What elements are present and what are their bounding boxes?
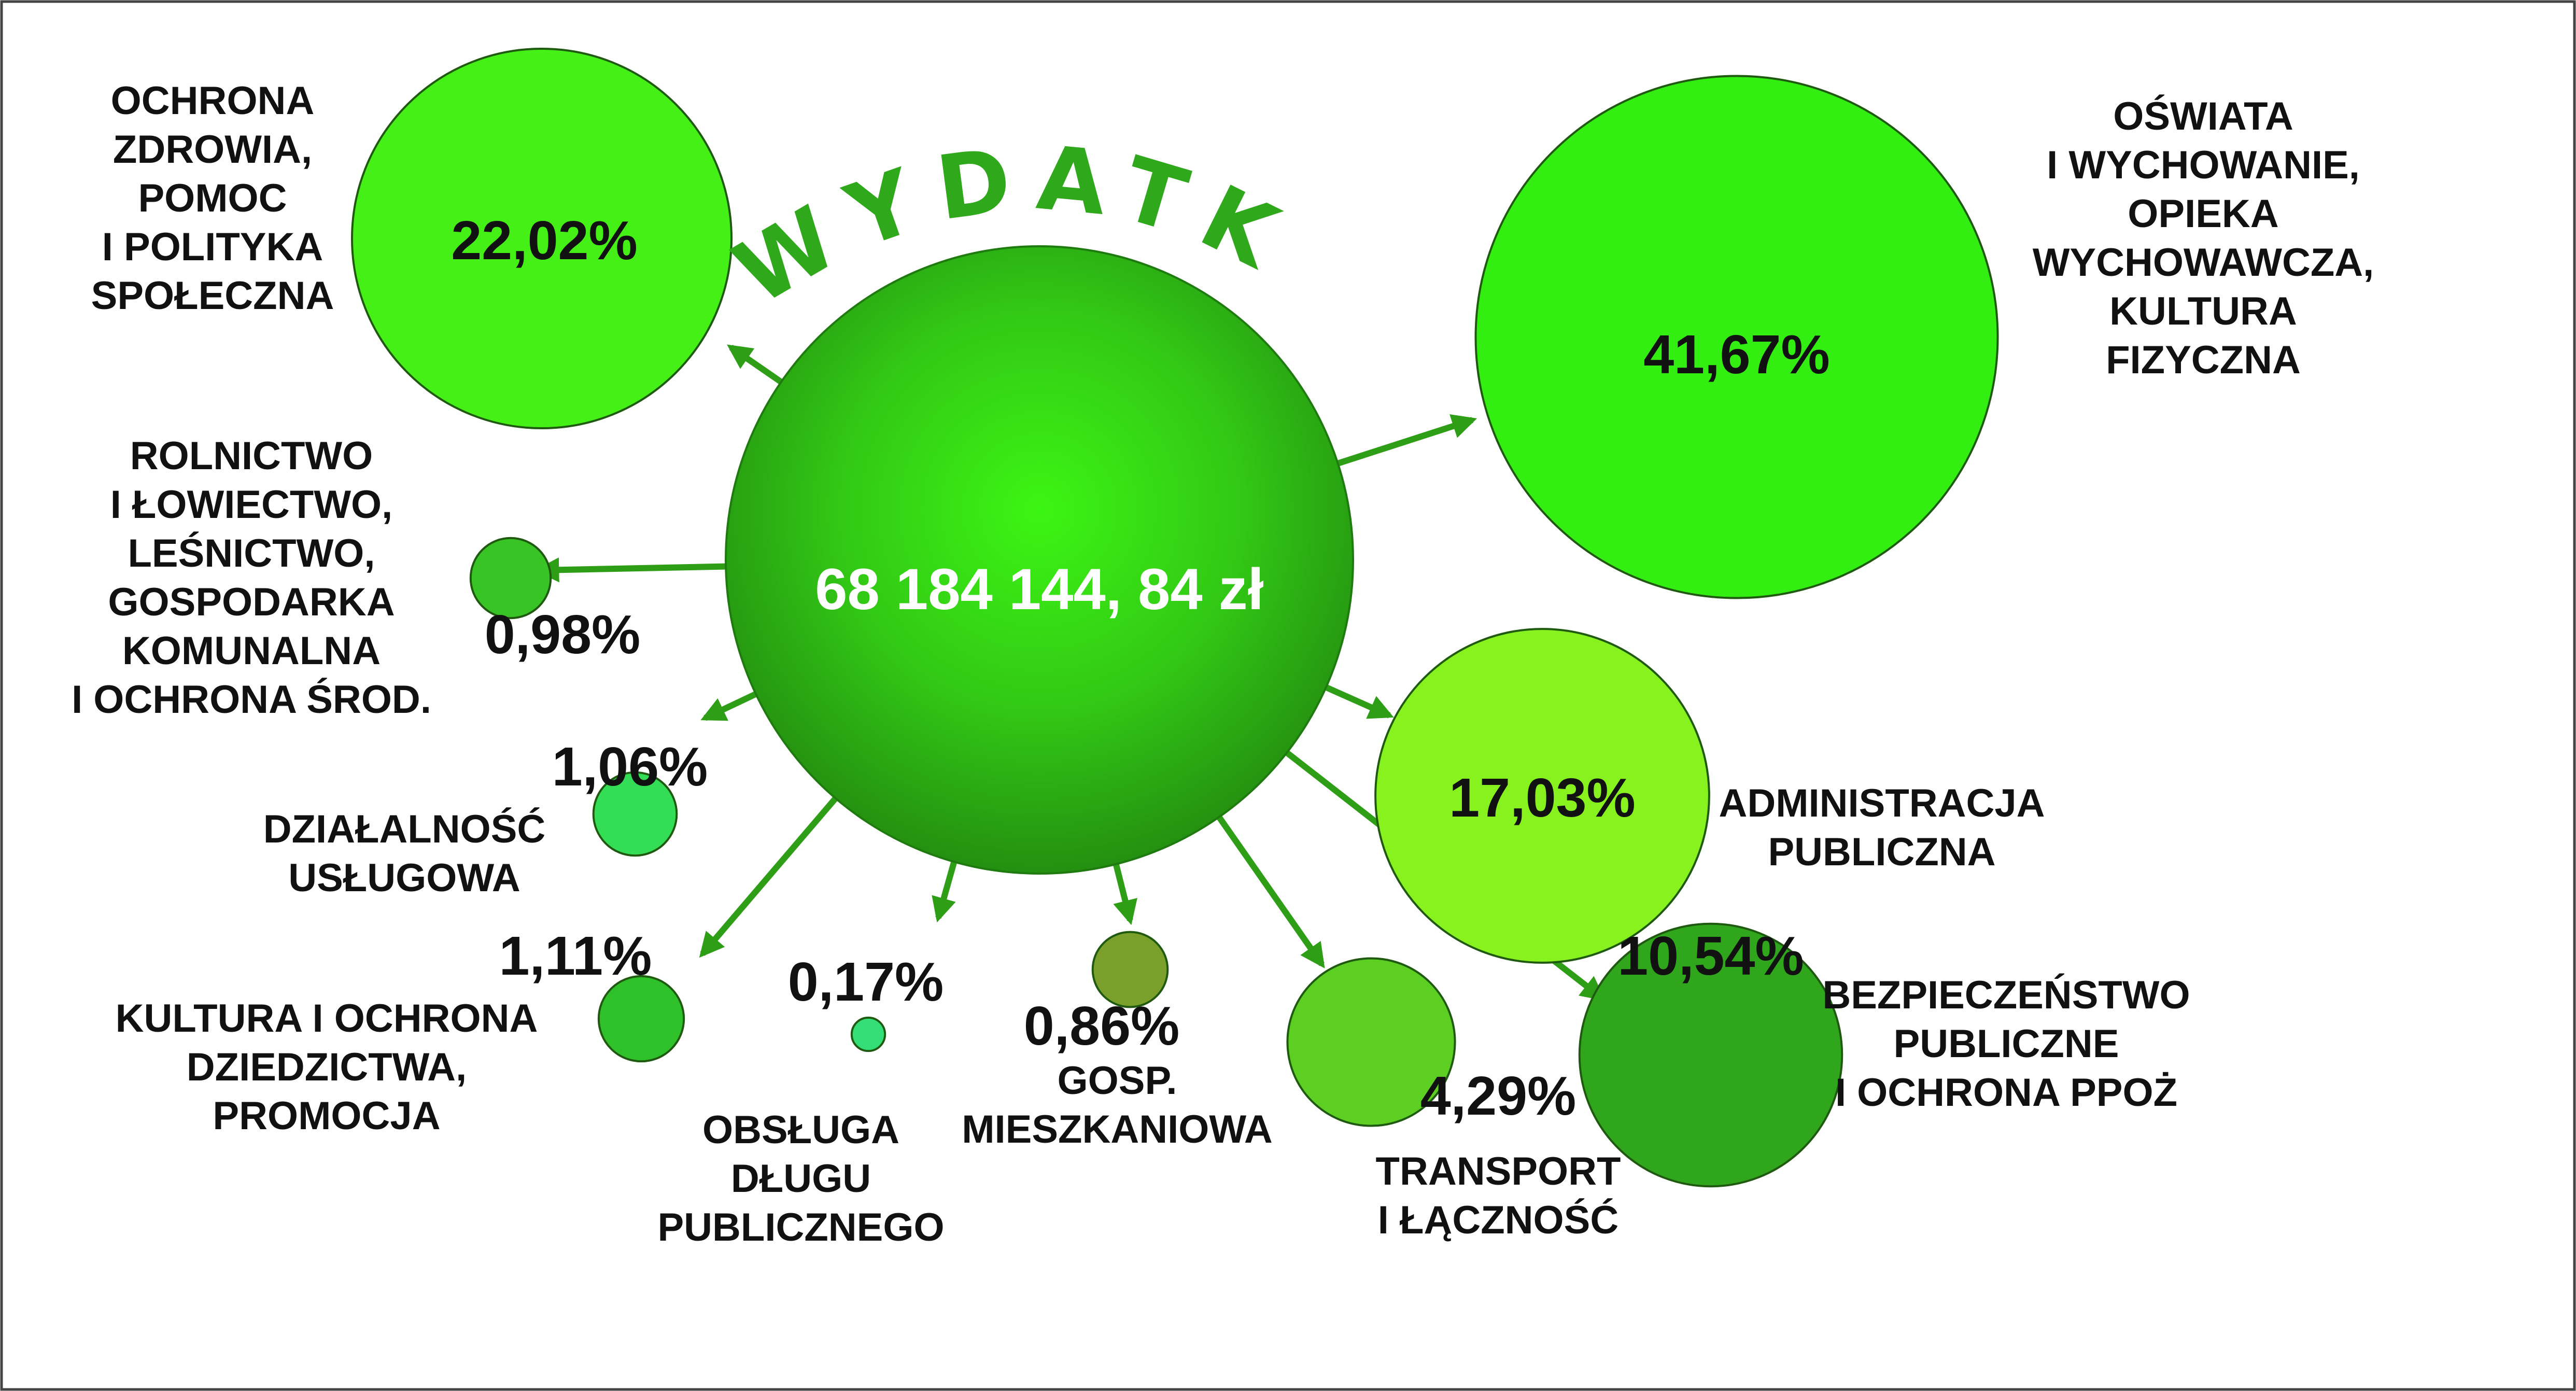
arrow <box>727 344 787 388</box>
label-group: 41,67% OŚWIATA I WYCHOWANIE, OPIEKA WYCHOWAW… <box>72 79 2374 1249</box>
percent-label: 4,29% <box>1420 1065 1576 1127</box>
category-label: OBSŁUGA DŁUGU PUBLICZNEGO <box>657 1108 944 1249</box>
category-bubble <box>592 771 678 857</box>
total-value: 68 184 144, 84 zł <box>815 557 1264 622</box>
percent-label: 0,17% <box>788 951 944 1013</box>
arrow <box>1320 682 1394 719</box>
percent-label: 22,02% <box>451 210 638 271</box>
percent-label: 1,11% <box>499 925 652 987</box>
category-label: GOSP. MIESZKANIOWA <box>962 1059 1273 1151</box>
category-bubble <box>597 975 685 1063</box>
percent-label: 41,67% <box>1643 324 1830 385</box>
category-bubble <box>850 1016 886 1052</box>
arrow <box>932 855 959 923</box>
category-bubble <box>469 537 552 620</box>
arrow <box>700 689 762 721</box>
category-bubble <box>1578 922 1843 1188</box>
arrow <box>1332 414 1477 468</box>
percent-label: 10,54% <box>1617 925 1804 987</box>
category-label: BEZPIECZEŃSTWO PUBLICZNE I OCHRONA PPOŻ <box>1822 973 2190 1115</box>
category-label: ROLNICTWO I ŁOWIECTWO, LEŚNICTWO, GOSPODARK… <box>72 434 431 722</box>
percent-label: 0,98% <box>485 604 641 665</box>
category-bubble <box>350 47 733 430</box>
category-bubble <box>1286 957 1456 1127</box>
category-label: KULTURA I OCHRONA DZIEDZICTWA, PROMOCJA <box>116 996 538 1138</box>
category-label: OCHRONA ZDROWIA, POMOC I POLITYKA SPOŁECZNA <box>91 79 334 318</box>
percent-label: 1,06% <box>552 736 708 797</box>
category-label: OŚWIATA I WYCHOWANIE, OPIEKA WYCHOWAWCZA, KU… <box>2033 94 2374 382</box>
category-bubble <box>1474 75 1999 599</box>
category-label: DZIAŁALNOŚĆ USŁUGOWA <box>263 807 546 900</box>
bubble-group <box>350 47 1999 1188</box>
category-bubble <box>1091 931 1169 1008</box>
percent-label: 17,03% <box>1449 767 1636 828</box>
total-circle <box>725 245 1354 875</box>
percent-label: 0,86% <box>1024 995 1180 1057</box>
arrow <box>1213 811 1325 968</box>
arrow <box>699 792 841 958</box>
category-bubble <box>1374 628 1710 964</box>
category-label: TRANSPORT I ŁĄCZNOŚĆ <box>1376 1149 1621 1242</box>
arrow <box>1111 858 1137 925</box>
arrow <box>534 557 731 583</box>
category-label: ADMINISTRACJA PUBLICZNA <box>1719 781 2045 874</box>
